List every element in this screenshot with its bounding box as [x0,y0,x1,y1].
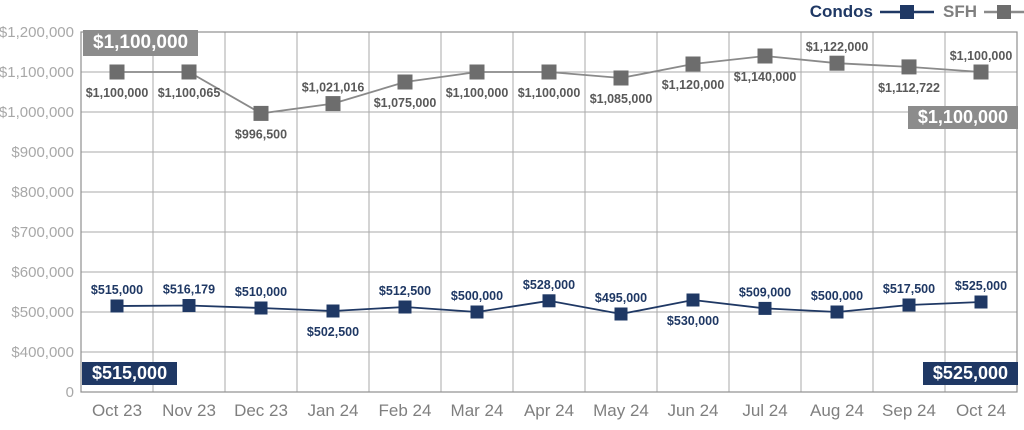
sfh-value-label: $1,112,722 [878,81,940,95]
x-axis-tick-label: Jun 24 [667,401,718,420]
condos-marker [326,304,340,318]
x-axis-tick-label: Jul 24 [742,401,787,420]
legend-label-condos: Condos [809,2,873,21]
condos-marker [398,300,412,314]
y-axis-tick-label: $700,000 [11,224,74,241]
badge-condos-start: $515,000 [82,362,178,385]
sfh-marker [685,56,701,72]
y-axis-tick-label: $600,000 [11,264,74,281]
legend-item-condos: Condos [810,2,934,22]
y-axis-tick-label: $500,000 [11,304,74,321]
sfh-line-marker-icon [984,5,1024,19]
sfh-marker [397,74,413,90]
sfh-value-label: $1,140,000 [734,70,797,84]
x-axis-tick-label: Apr 24 [524,401,574,420]
legend: Condos SFH [810,2,1024,22]
y-axis-tick-label: $800,000 [11,184,74,201]
y-axis-tick-label: $400,000 [11,344,74,361]
sfh-value-label: $1,100,000 [446,86,509,100]
condos-marker [758,301,772,315]
condos-marker [110,299,124,313]
legend-label-sfh: SFH [943,2,977,21]
sfh-marker [613,70,629,86]
y-axis-tick-label: $1,000,000 [0,104,74,121]
condos-value-label: $510,000 [235,285,287,299]
sfh-value-label: $1,122,000 [806,40,869,54]
condos-value-label: $515,000 [91,283,143,297]
condos-value-label: $502,500 [307,325,359,339]
y-axis-tick-label: $1,100,000 [0,64,74,81]
y-axis-tick-label: $900,000 [11,144,74,161]
condos-value-label: $530,000 [667,314,719,328]
sfh-value-label: $1,100,000 [518,86,581,100]
sfh-marker [181,64,197,80]
sfh-marker [325,96,341,112]
x-axis-tick-label: Oct 23 [92,401,142,420]
sfh-marker [109,64,125,80]
plot-border [80,31,1018,393]
condos-line-marker-icon [880,5,934,19]
sfh-marker [757,48,773,64]
condos-value-label: $516,179 [163,283,215,297]
condos-marker [686,293,700,307]
x-axis-tick-label: Oct 24 [956,401,1006,420]
condos-value-label: $528,000 [523,278,575,292]
sfh-value-label: $1,085,000 [590,92,653,106]
badge-sfh-end: $1,100,000 [907,106,1018,129]
sfh-value-label: $1,120,000 [662,78,725,92]
condos-marker [830,305,844,319]
sfh-marker [901,59,917,75]
condos-marker [902,298,916,312]
condos-value-label: $495,000 [595,291,647,305]
x-axis-tick-label: May 24 [593,401,649,420]
sfh-value-label: $1,075,000 [374,96,437,110]
x-axis-tick-label: Mar 24 [451,401,504,420]
badge-condos-end: $525,000 [922,362,1018,385]
sfh-marker [469,64,485,80]
sfh-marker [253,105,269,121]
x-axis-tick-label: Jan 24 [307,401,358,420]
condos-marker [542,294,556,308]
condos-value-label: $512,500 [379,284,431,298]
condos-value-label: $509,000 [739,285,791,299]
condos-value-label: $525,000 [955,279,1007,293]
condos-value-label: $500,000 [451,289,503,303]
condos-marker [254,301,268,315]
badge-sfh-start: $1,100,000 [83,30,199,56]
condos-value-label: $500,000 [811,289,863,303]
condos-marker [614,307,628,321]
sfh-marker [973,64,989,80]
x-axis-tick-label: Aug 24 [810,401,864,420]
condos-value-label: $517,500 [883,282,935,296]
y-axis-tick-label: $1,200,000 [0,24,74,41]
x-axis-tick-label: Nov 23 [162,401,216,420]
sfh-marker [829,55,845,71]
sfh-value-label: $1,100,065 [158,86,221,100]
x-axis-tick-label: Feb 24 [379,401,432,420]
condos-marker [182,299,196,313]
sfh-value-label: $1,100,000 [950,49,1013,63]
condos-marker [470,305,484,319]
y-axis-tick-label: 0 [66,384,74,401]
sfh-value-label: $1,100,000 [86,86,149,100]
sfh-marker [541,64,557,80]
sfh-value-label: $996,500 [235,127,287,141]
legend-item-sfh: SFH [943,2,1024,22]
x-axis-tick-label: Sep 24 [882,401,936,420]
condos-marker [974,295,988,309]
x-axis-tick-label: Dec 23 [234,401,288,420]
sfh-value-label: $1,021,016 [302,81,365,95]
